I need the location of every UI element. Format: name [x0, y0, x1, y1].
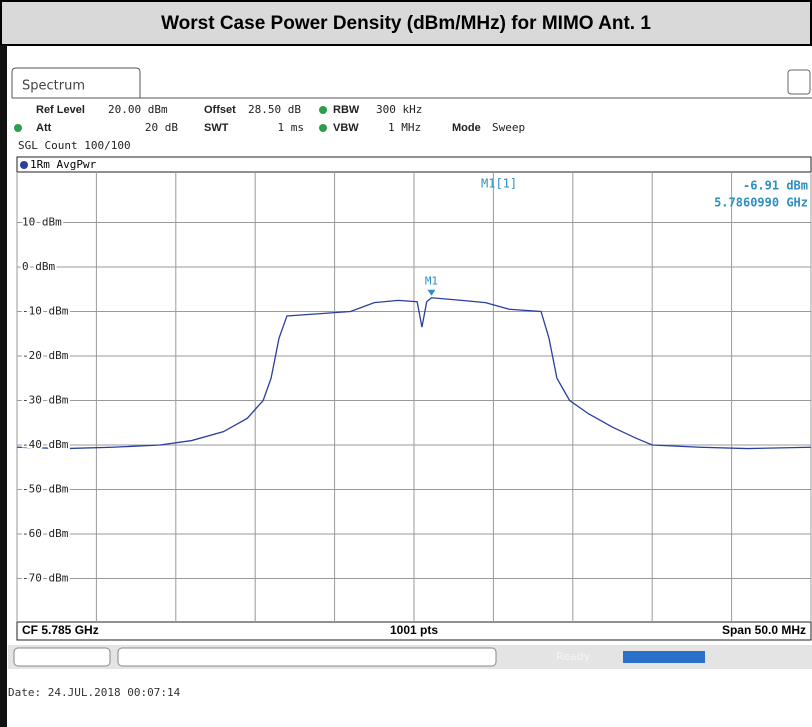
marker-value: -6.91 dBm — [743, 179, 808, 193]
title-bar — [0, 0, 812, 46]
offset-label: Offset — [204, 104, 236, 116]
mode: Sweep — [492, 121, 525, 134]
ref-level-label: Ref Level — [36, 104, 85, 116]
status: Ready — [556, 650, 591, 663]
y-tick-label: -70 dBm — [22, 572, 69, 585]
y-tick-label: -30 dBm — [22, 394, 69, 407]
sgl-count: SGL Count 100/100 — [18, 139, 131, 152]
marker — [427, 289, 436, 296]
mode-label: Mode — [452, 122, 481, 134]
vbw: 1 MHz — [388, 121, 421, 134]
menu-button[interactable] — [787, 69, 811, 95]
y-tick-label: 10 dBm — [22, 216, 62, 229]
progress-bar — [623, 651, 705, 663]
status-field — [13, 647, 111, 667]
marker-label: M1[1] — [481, 177, 517, 191]
offset: 28.50 dB — [248, 103, 301, 116]
vbw-label: VBW — [333, 122, 359, 134]
tab-label: Spectrum — [22, 79, 85, 94]
trace — [16, 297, 812, 450]
rbw-label: RBW — [333, 104, 360, 116]
y-tick-label: -60 dBm — [22, 527, 69, 540]
marker-frequency: 5.7860990 GHz — [714, 196, 808, 210]
trace-label: 1Rm AvgPwr — [30, 158, 97, 171]
vbw-dot — [319, 124, 327, 132]
marker-name: M1 — [425, 275, 438, 288]
tab[interactable] — [11, 67, 141, 98]
swt-label: SWT — [204, 122, 229, 134]
span: Span 50.0 MHz — [722, 623, 806, 637]
att-label: Att — [36, 122, 52, 134]
y-tick-label: -40 dBm — [22, 438, 69, 451]
rbw: 300 kHz — [376, 103, 422, 116]
y-tick-label: -20 dBm — [22, 349, 69, 362]
y-tick-label: 0 dBm — [22, 260, 55, 273]
att-dot — [14, 124, 22, 132]
att: 20 dB — [145, 121, 178, 134]
trace-dot — [20, 161, 28, 169]
y-tick-label: -50 dBm — [22, 483, 69, 496]
rbw-dot — [319, 106, 327, 114]
points: 1001 pts — [390, 623, 438, 637]
ref-level: 20.00 dBm — [108, 103, 168, 116]
y-tick-label: -10 dBm — [22, 305, 69, 318]
status-field — [117, 647, 497, 667]
swt: 1 ms — [278, 121, 305, 134]
title: Worst Case Power Density (dBm/MHz) for M… — [161, 13, 651, 34]
left-border — [0, 45, 7, 727]
center-frequency: CF 5.785 GHz — [22, 623, 99, 637]
date: Date: 24.JUL.2018 00:07:14 — [8, 686, 181, 699]
